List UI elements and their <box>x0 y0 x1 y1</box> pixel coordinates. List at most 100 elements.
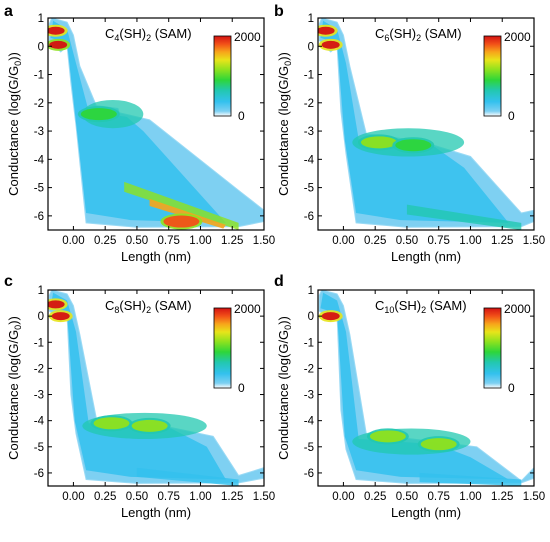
x-tick-label: 0.25 <box>364 235 386 247</box>
panel-d: 0.00 0.25 0.50 0.75 1.00 1.25 1.50 1 0 -1 -2 -3 -4 -5… <box>274 273 545 520</box>
y-axis-label: Conductance (log(G/G0)) <box>276 316 293 460</box>
x-tick-label: 0.50 <box>126 235 148 247</box>
x-tick-label: 1.00 <box>459 491 481 503</box>
x-tick-label: 1.25 <box>221 491 243 503</box>
panel-a: 0.00 0.25 0.50 0.75 1.00 1.25 1.50 1 0 -1 -2 -3 -4 -5… <box>4 3 275 264</box>
hotspot <box>51 312 70 321</box>
x-tick-label: 0.00 <box>332 491 354 503</box>
y-tick-label: 1 <box>38 13 44 25</box>
panel-c: 0.00 0.25 0.50 0.75 1.00 1.25 1.50 1 0 -1 -2 -3 -4 -5… <box>4 273 275 520</box>
colorbar-min-label: 0 <box>508 109 515 123</box>
y-tick-label: -1 <box>34 337 44 349</box>
panel-letter: b <box>274 3 284 20</box>
colorbar-min-label: 0 <box>238 109 245 123</box>
y-axis-label: Conductance (log(G/G0)) <box>6 52 23 196</box>
y-tick-label: 0 <box>308 311 314 323</box>
colorbar <box>483 35 502 117</box>
hotspot <box>420 438 457 451</box>
x-tick-label: 0.25 <box>94 491 116 503</box>
x-tick-label: 0.00 <box>332 235 354 247</box>
colorbar <box>213 35 232 117</box>
colorbar <box>483 307 502 389</box>
hotspot <box>93 417 130 430</box>
plot-frame <box>47 17 265 231</box>
density-map <box>48 290 264 486</box>
tail-hot <box>149 198 226 229</box>
y-tick-label: -1 <box>304 337 314 349</box>
hotspot <box>369 430 406 443</box>
y-tick-label: 0 <box>308 41 314 53</box>
tail-band <box>406 204 522 230</box>
panel-title: C10(SH)2 (SAM) <box>375 298 467 315</box>
y-tick-label: 1 <box>38 285 44 297</box>
x-tick-label: 0.25 <box>94 235 116 247</box>
hotspot <box>321 40 340 49</box>
x-tick-label: 1.50 <box>253 235 275 247</box>
y-tick-label: -4 <box>304 416 315 428</box>
density-map <box>48 18 264 230</box>
y-axis-label: Conductance (log(G/G0)) <box>276 52 293 196</box>
x-tick-label: 0.25 <box>364 491 386 503</box>
x-axis-label: Length (nm) <box>391 249 461 264</box>
y-tick-label: -1 <box>34 70 44 82</box>
density-core <box>320 292 509 480</box>
x-tick-label: 0.00 <box>62 235 84 247</box>
hotspot <box>163 215 200 228</box>
x-tick-label: 0.75 <box>158 235 180 247</box>
y-tick-label: -4 <box>34 416 45 428</box>
panel-title: C6(SH)2 (SAM) <box>375 26 462 43</box>
hotspot <box>48 26 65 35</box>
x-tick-label: 1.25 <box>491 235 513 247</box>
panel-letter: c <box>4 273 13 290</box>
y-tick-label: -3 <box>304 126 314 138</box>
y-tick-label: -3 <box>304 390 314 402</box>
tail-band <box>124 181 239 230</box>
x-tick-label: 0.75 <box>158 491 180 503</box>
x-axis-label: Length (nm) <box>391 505 461 520</box>
x-tick-label: 0.75 <box>428 235 450 247</box>
y-tick-label: -4 <box>304 154 315 166</box>
x-tick-label: 1.25 <box>491 491 513 503</box>
y-tick-label: -2 <box>34 363 44 375</box>
x-tick-label: 1.00 <box>189 491 211 503</box>
hotspot <box>80 108 117 121</box>
panel-letter: a <box>4 3 13 20</box>
y-axis-label: Conductance (log(G/G0)) <box>6 316 23 460</box>
density-core <box>50 20 226 223</box>
panel-title: C8(SH)2 (SAM) <box>105 298 192 315</box>
hotspot <box>131 419 168 432</box>
plot-frame <box>47 289 265 487</box>
hotspot <box>318 26 335 35</box>
x-tick-label: 1.00 <box>189 235 211 247</box>
y-tick-label: -2 <box>304 363 314 375</box>
colorbar-max-label: 2000 <box>504 30 531 44</box>
colorbar <box>213 307 232 389</box>
hotspot <box>360 136 397 149</box>
x-tick-label: 0.75 <box>428 491 450 503</box>
y-tick-label: 0 <box>38 311 44 323</box>
y-tick-label: -6 <box>304 468 314 480</box>
x-tick-label: 1.00 <box>459 235 481 247</box>
y-tick-label: -5 <box>34 183 44 195</box>
y-tick-label: -3 <box>34 390 44 402</box>
x-tick-label: 1.50 <box>523 491 545 503</box>
y-tick-label: -5 <box>34 442 44 454</box>
plot-frame <box>317 289 535 487</box>
density-map <box>318 18 534 230</box>
y-tick-label: -3 <box>34 126 44 138</box>
y-tick-label: -1 <box>304 70 314 82</box>
density-core <box>320 20 509 223</box>
panel-title: C4(SH)2 (SAM) <box>105 26 192 43</box>
hotspot <box>49 40 68 49</box>
colorbar-min-label: 0 <box>238 381 245 395</box>
x-tick-label: 0.50 <box>396 491 418 503</box>
y-tick-label: -4 <box>34 154 45 166</box>
x-tick-label: 0.50 <box>396 235 418 247</box>
x-tick-label: 1.25 <box>221 235 243 247</box>
colorbar-min-label: 0 <box>508 381 515 395</box>
plot-frame <box>317 17 535 231</box>
y-tick-label: -2 <box>34 98 44 110</box>
hotspot <box>321 312 340 321</box>
panel-letter: d <box>274 273 284 290</box>
